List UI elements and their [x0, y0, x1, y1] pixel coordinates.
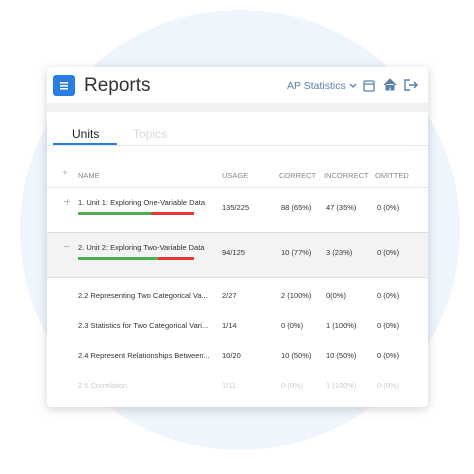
- header-band: [47, 103, 428, 112]
- row-value: 1/14: [222, 321, 237, 330]
- row-name[interactable]: 2.4 Represent Relationships Between...: [78, 351, 210, 360]
- row-value: 0(0%): [326, 291, 347, 300]
- course-name: AP Statistics: [287, 80, 346, 92]
- logout-icon[interactable]: [404, 79, 418, 91]
- progress-incorrect: [158, 257, 194, 260]
- row-value: 0 (0%): [377, 351, 400, 360]
- row-value: 94/125: [222, 248, 245, 257]
- row-value: 1/11: [222, 381, 237, 390]
- row-value: 2/27: [222, 291, 237, 300]
- row-value: 1 (100%): [326, 321, 357, 330]
- row-value: 1 (100%): [326, 381, 357, 390]
- row-value: 0 (0%): [377, 203, 400, 212]
- expand-all[interactable]: +: [62, 168, 68, 179]
- row-name[interactable]: 1. Unit 1: Exploring One-Variable Data: [78, 198, 206, 207]
- calendar-icon[interactable]: [363, 79, 375, 92]
- progress-correct: [78, 212, 151, 215]
- row-value: 88 (65%): [281, 203, 312, 212]
- chevron: [349, 83, 357, 88]
- home-icon[interactable]: [383, 78, 397, 91]
- row-value: 2 (100%): [281, 291, 312, 300]
- row-value: 0 (0%): [281, 381, 304, 390]
- row-name[interactable]: 2.5 Correlation: [78, 381, 128, 390]
- row-value: 47 (35%): [326, 203, 357, 212]
- page-title: Reports: [84, 75, 151, 96]
- row-name[interactable]: 2.3 Statistics for Two Categorical Vari.…: [78, 321, 209, 330]
- reports-card: Reports AP Statistics Units Topics + NAM…: [47, 67, 428, 407]
- row-value: 10 (77%): [281, 248, 312, 257]
- row-value: 135/225: [222, 203, 250, 212]
- course-selector[interactable]: AP Statistics: [287, 80, 357, 92]
- row-value: 0 (0%): [377, 381, 400, 390]
- tab[interactable]: Units: [72, 127, 100, 141]
- row-value: 0 (0%): [377, 291, 400, 300]
- tab[interactable]: Topics: [133, 127, 168, 141]
- column-header: OMITTED: [375, 171, 409, 180]
- row-name[interactable]: 2. Unit 2: Exploring Two-Variable Data: [78, 243, 205, 252]
- menu-button[interactable]: [53, 75, 75, 96]
- column-header: NAME: [78, 171, 100, 180]
- column-header: INCORRECT: [324, 171, 369, 180]
- row-value: 10 (50%): [281, 351, 312, 360]
- row-value: 3 (23%): [326, 248, 353, 257]
- progress-correct: [78, 257, 158, 260]
- column-header: CORRECT: [279, 171, 317, 180]
- column-header: USAGE: [222, 171, 249, 180]
- row-value: 10 (50%): [326, 351, 357, 360]
- tab-underline: [53, 143, 117, 145]
- row-value: 0 (0%): [281, 321, 304, 330]
- expand-icon: [66, 198, 68, 205]
- progress-incorrect: [151, 212, 194, 215]
- row-value: 0 (0%): [377, 321, 400, 330]
- expand-icon: [64, 246, 70, 247]
- tab-divider: [47, 145, 428, 146]
- row-name[interactable]: 2.2 Representing Two Categorical Va...: [78, 291, 208, 300]
- row-divider: [47, 187, 428, 188]
- row-value: 10/20: [222, 351, 241, 360]
- selected-row: [47, 232, 428, 278]
- row-value: 0 (0%): [377, 248, 400, 257]
